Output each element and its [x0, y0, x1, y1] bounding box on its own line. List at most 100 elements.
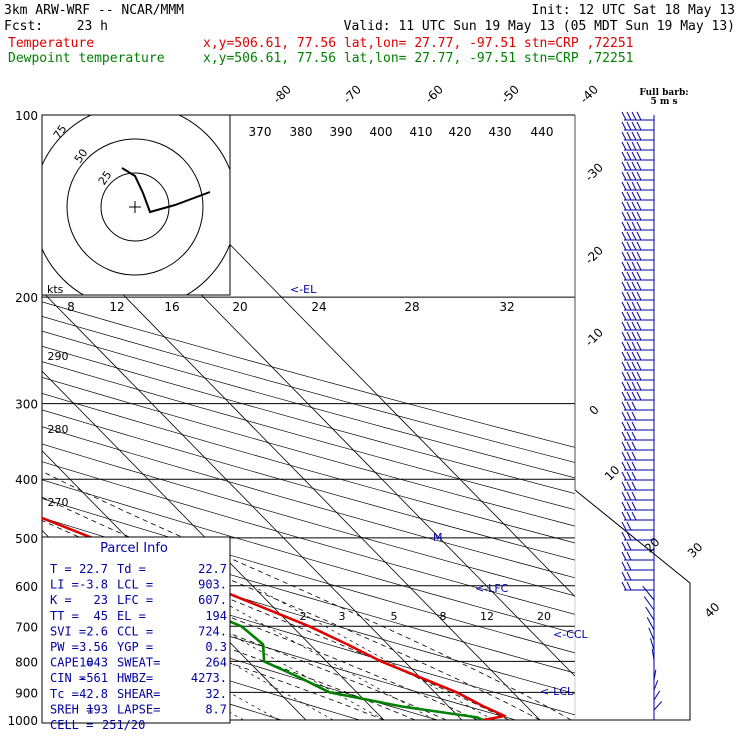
- barb-feather: [636, 141, 642, 151]
- parcel-info-cell: CCL =: [117, 624, 153, 638]
- parcel-info-cell: 194: [205, 609, 227, 623]
- barb-feather: [621, 141, 627, 151]
- forecast-label: Fcst:: [4, 19, 43, 34]
- barb-feather: [626, 371, 632, 381]
- barb-feather: [621, 571, 627, 581]
- barb-feather: [621, 421, 627, 431]
- wind-barb: [621, 301, 654, 311]
- pressure-tick-label: 600: [15, 580, 38, 594]
- pressure-tick-label: 100: [15, 109, 38, 123]
- wind-barb: [621, 571, 654, 581]
- barb-feather: [626, 561, 632, 571]
- mixing-ratio-label: 12: [480, 610, 494, 623]
- parcel-info-cell: 8.7: [205, 702, 227, 716]
- wind-barb: [621, 121, 654, 131]
- barb-feather: [636, 221, 642, 231]
- hodograph-speed-label: 20: [232, 300, 247, 314]
- barb-feather: [631, 191, 637, 201]
- dry-adiabat: [42, 577, 516, 720]
- barb-feather: [636, 371, 642, 381]
- sounding-profiles: [42, 516, 507, 720]
- barb-feather: [621, 201, 627, 211]
- wind-barb: [621, 201, 654, 211]
- barb-staff: [651, 648, 655, 661]
- barb-feather: [626, 311, 632, 321]
- parcel-info-cell: SHEAR=: [117, 687, 160, 701]
- barb-feather: [621, 191, 627, 201]
- wind-barb: [653, 680, 659, 691]
- barb-staff: [645, 606, 655, 621]
- barb-feather: [621, 211, 627, 221]
- mixing-ratio-label: 5: [391, 610, 398, 623]
- dewpoint-line: [42, 550, 484, 720]
- dry-adiabat: [42, 479, 575, 634]
- theta-label-left: 280: [48, 423, 69, 436]
- barb-feather: [626, 381, 632, 391]
- parcel-info-cell: 22.7: [198, 562, 227, 576]
- barb-feather: [631, 481, 637, 491]
- barb-feather: [626, 551, 632, 561]
- parcel-info-cell: CAPE =: [50, 656, 93, 670]
- el-label: <-EL: [290, 283, 317, 296]
- barb-staff: [648, 627, 655, 641]
- barb-feather: [626, 341, 632, 351]
- barb-feather: [621, 301, 627, 311]
- barb-feather: [631, 211, 637, 221]
- parcel-info-cell: YGP =: [117, 640, 153, 654]
- barb-feather: [621, 561, 627, 571]
- dry-adiabat: [42, 443, 575, 597]
- wind-barb: [621, 451, 654, 461]
- isotherm-label: 0: [587, 403, 602, 418]
- parcel-cell-value: 251/20: [102, 718, 145, 732]
- theta-label: 430: [489, 125, 512, 139]
- pressure-tick-label: 300: [15, 398, 38, 412]
- barb-feather: [626, 401, 632, 411]
- barb-staff: [649, 638, 655, 651]
- barb-feather: [626, 351, 632, 361]
- barb-feather: [621, 551, 627, 561]
- barb-feather: [626, 501, 632, 511]
- wind-barb: [621, 241, 654, 251]
- parcel-info-cell: SVI =: [50, 624, 86, 638]
- dry-adiabat: [42, 498, 575, 654]
- barb-feather: [621, 381, 627, 391]
- dry-adiabat: [42, 461, 575, 615]
- barb-feather: [626, 261, 632, 271]
- isotherm-label: 30: [685, 540, 706, 561]
- diagram-border: [574, 489, 691, 721]
- barb-feather: [621, 171, 627, 181]
- barb-staff: [653, 690, 661, 701]
- barb-feather: [621, 251, 627, 261]
- barb-feather: [626, 241, 632, 251]
- barb-feather: [631, 281, 637, 291]
- wind-barb: [621, 251, 654, 261]
- barb-feather: [636, 251, 642, 261]
- wind-barb: [621, 491, 654, 501]
- barb-feather: [621, 131, 627, 141]
- barb-feather: [631, 271, 637, 281]
- wind-barb: [621, 141, 654, 151]
- wind-barb: [621, 421, 654, 431]
- parcel-info-cell: LFC =: [117, 593, 153, 607]
- barb-feather: [621, 451, 627, 461]
- forecast-hours: 23 h: [77, 19, 108, 34]
- barb-feather: [631, 351, 637, 361]
- wind-barb: [621, 561, 654, 571]
- barb-feather: [626, 421, 632, 431]
- wind-barb: [648, 627, 655, 641]
- barb-feather: [636, 381, 642, 391]
- isotherm-label: -60: [422, 82, 446, 106]
- wind-barb: [621, 511, 654, 521]
- barb-feather: [621, 371, 627, 381]
- wind-barb: [621, 211, 654, 221]
- parcel-info-panel: Parcel Info T = 22.7 Td = 22.7LI = -3.8 LCL =…: [41, 536, 231, 732]
- parcel-info-cell: -561: [79, 671, 108, 685]
- parcel-info-cell: CIN =: [50, 671, 86, 685]
- isotherm-label: -70: [340, 82, 364, 106]
- wind-barb: [621, 331, 654, 341]
- barb-feather: [636, 271, 642, 281]
- dry-adiabat: [42, 426, 575, 579]
- hodograph-speed-label: 12: [109, 300, 124, 314]
- barb-feather: [626, 291, 632, 301]
- barb-feather: [626, 481, 632, 491]
